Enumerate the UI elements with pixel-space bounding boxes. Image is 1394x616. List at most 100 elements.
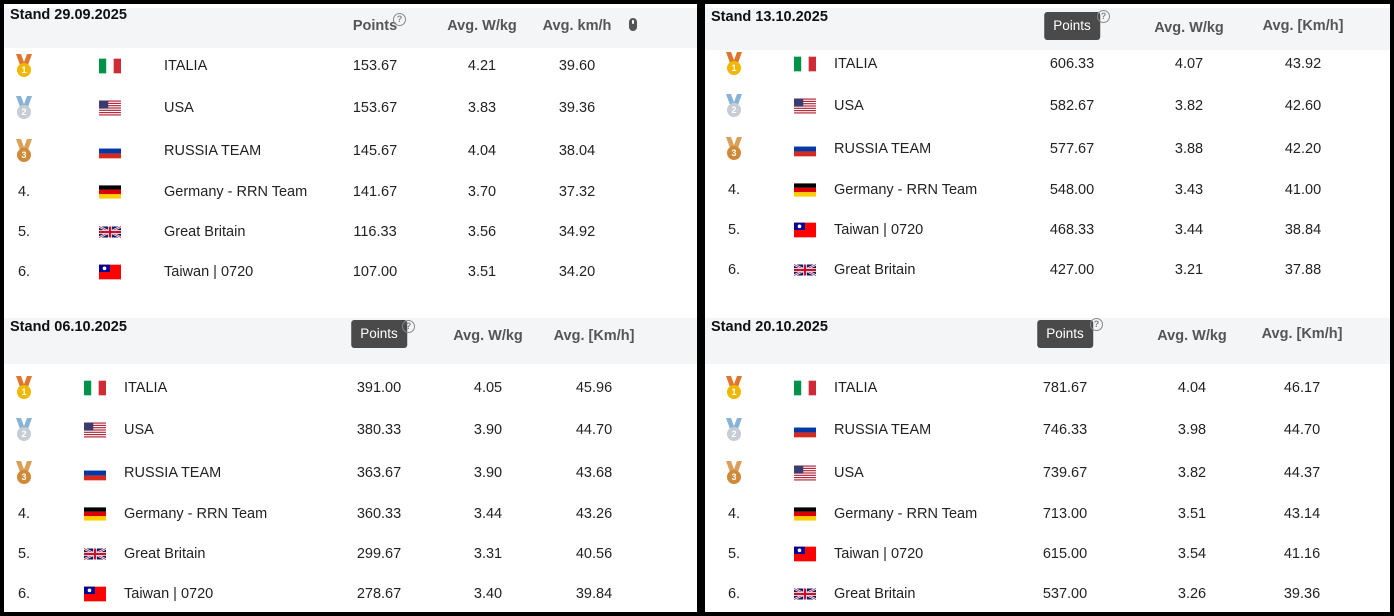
ru-flag-icon bbox=[84, 465, 106, 481]
table-row[interactable]: 3 USA 739.67 3.82 44.37 bbox=[705, 459, 1390, 487]
table-row[interactable]: 2 USA 582.67 3.82 42.60 bbox=[705, 92, 1390, 120]
table-row[interactable]: 4. Germany - RRN Team 360.33 3.44 43.26 bbox=[4, 500, 697, 528]
avg-wkg-column-header[interactable]: Avg. W/kg bbox=[1154, 20, 1224, 36]
standings-table: Stand 13.10.2025 Points? Avg. W/kg Avg. [Km… bbox=[705, 4, 1390, 304]
table-row[interactable]: 3 RUSSIA TEAM 577.67 3.88 42.20 bbox=[705, 135, 1390, 163]
help-icon[interactable]: ? bbox=[1090, 318, 1103, 331]
table-row[interactable]: 6. Taiwan | 0720 107.00 3.51 34.20 bbox=[4, 258, 697, 286]
team-name: RUSSIA TEAM bbox=[164, 143, 262, 159]
avg-wkg-column-header[interactable]: Avg. W/kg bbox=[1157, 328, 1227, 344]
avg-speed-column-header[interactable]: Avg. km/h bbox=[542, 18, 612, 34]
avg-speed-value: 44.70 bbox=[1283, 422, 1321, 438]
gb-flag-icon bbox=[84, 547, 106, 562]
bronze-medal-icon: 3 bbox=[727, 137, 741, 161]
rank-label: 6. bbox=[727, 262, 741, 278]
team-name: Great Britain bbox=[834, 262, 916, 278]
table-row[interactable]: 4. Germany - RRN Team 713.00 3.51 43.14 bbox=[705, 500, 1390, 528]
avg-wkg-value: 3.83 bbox=[467, 100, 497, 116]
bronze-medal-icon: 3 bbox=[17, 139, 31, 163]
avg-wkg-column-header[interactable]: Avg. W/kg bbox=[453, 328, 523, 344]
avg-wkg-value: 4.21 bbox=[467, 58, 497, 74]
table-row[interactable]: 5. Taiwan | 0720 615.00 3.54 41.16 bbox=[705, 540, 1390, 568]
us-flag-icon bbox=[794, 98, 816, 114]
avg-speed-value: 37.88 bbox=[1284, 262, 1322, 278]
table-row[interactable]: 2 RUSSIA TEAM 746.33 3.98 44.70 bbox=[705, 416, 1390, 444]
table-row[interactable]: 6. Great Britain 537.00 3.26 39.36 bbox=[705, 580, 1390, 608]
stand-title: Stand 29.09.2025 bbox=[10, 7, 127, 23]
tw-flag-icon bbox=[99, 264, 121, 280]
avg-speed-value: 38.04 bbox=[558, 143, 596, 159]
avg-speed-column-header[interactable]: Avg. [Km/h] bbox=[553, 328, 635, 344]
points-value: 380.33 bbox=[356, 422, 402, 438]
avg-wkg-value: 4.07 bbox=[1174, 56, 1204, 72]
table-row[interactable]: 1 ITALIA 781.67 4.04 46.17 bbox=[705, 374, 1390, 402]
table-row[interactable]: 5. Taiwan | 0720 468.33 3.44 38.84 bbox=[705, 216, 1390, 244]
avg-wkg-value: 3.43 bbox=[1174, 182, 1204, 198]
avg-wkg-value: 3.44 bbox=[473, 506, 503, 522]
tw-flag-icon bbox=[84, 586, 106, 602]
table-header bbox=[4, 318, 697, 364]
points-column-header[interactable]: Points bbox=[352, 18, 398, 34]
avg-wkg-value: 3.70 bbox=[467, 184, 497, 200]
points-value: 606.33 bbox=[1049, 56, 1095, 72]
team-name: Great Britain bbox=[164, 224, 246, 240]
table-row[interactable]: 2 USA 380.33 3.90 44.70 bbox=[4, 416, 697, 444]
gold-medal-icon: 1 bbox=[17, 54, 31, 78]
avg-wkg-value: 3.82 bbox=[1177, 465, 1207, 481]
help-icon[interactable]: ? bbox=[402, 320, 415, 333]
points-value: 391.00 bbox=[356, 380, 402, 396]
points-sort-button[interactable]: Points bbox=[1044, 12, 1100, 40]
avg-speed-value: 43.14 bbox=[1283, 506, 1321, 522]
avg-speed-column-header[interactable]: Avg. [Km/h] bbox=[1262, 18, 1344, 34]
table-row[interactable]: 2 USA 153.67 3.83 39.36 bbox=[4, 94, 697, 122]
silver-medal-icon: 2 bbox=[17, 96, 31, 120]
table-row[interactable]: 4. Germany - RRN Team 548.00 3.43 41.00 bbox=[705, 176, 1390, 204]
silver-medal-icon: 2 bbox=[727, 94, 741, 118]
avg-speed-value: 43.26 bbox=[575, 506, 613, 522]
rank-label: 4. bbox=[17, 184, 31, 200]
avg-speed-value: 44.37 bbox=[1283, 465, 1321, 481]
table-row[interactable]: 5. Great Britain 116.33 3.56 34.92 bbox=[4, 218, 697, 246]
avg-speed-value: 41.00 bbox=[1284, 182, 1322, 198]
avg-speed-value: 39.84 bbox=[575, 586, 613, 602]
avg-wkg-value: 3.98 bbox=[1177, 422, 1207, 438]
table-row[interactable]: 6. Taiwan | 0720 278.67 3.40 39.84 bbox=[4, 580, 697, 608]
table-row[interactable]: 5. Great Britain 299.67 3.31 40.56 bbox=[4, 540, 697, 568]
avg-speed-column-header[interactable]: Avg. [Km/h] bbox=[1261, 326, 1343, 342]
team-name: ITALIA bbox=[124, 380, 168, 396]
avg-speed-value: 34.20 bbox=[558, 264, 596, 280]
de-flag-icon bbox=[794, 507, 816, 522]
ru-flag-icon bbox=[794, 422, 816, 438]
avg-wkg-value: 3.31 bbox=[473, 546, 503, 562]
points-value: 145.67 bbox=[352, 143, 398, 159]
avg-wkg-column-header[interactable]: Avg. W/kg bbox=[447, 18, 517, 34]
table-row[interactable]: 4. Germany - RRN Team 141.67 3.70 37.32 bbox=[4, 178, 697, 206]
avg-speed-value: 39.60 bbox=[558, 58, 596, 74]
points-value: 363.67 bbox=[356, 465, 402, 481]
table-row[interactable]: 1 ITALIA 153.67 4.21 39.60 bbox=[4, 52, 697, 80]
points-sort-button[interactable]: Points bbox=[1037, 320, 1093, 348]
avg-wkg-value: 3.88 bbox=[1174, 141, 1204, 157]
table-row[interactable]: 6. Great Britain 427.00 3.21 37.88 bbox=[705, 256, 1390, 284]
team-name: USA bbox=[164, 100, 194, 116]
team-name: Taiwan | 0720 bbox=[834, 222, 924, 238]
scroll-wheel-icon bbox=[629, 18, 637, 31]
table-row[interactable]: 1 ITALIA 606.33 4.07 43.92 bbox=[705, 50, 1390, 78]
stand-title: Stand 20.10.2025 bbox=[711, 319, 828, 335]
bronze-medal-icon: 3 bbox=[727, 461, 741, 485]
table-row[interactable]: 1 ITALIA 391.00 4.05 45.96 bbox=[4, 374, 697, 402]
stand-title: Stand 06.10.2025 bbox=[10, 319, 127, 335]
help-icon[interactable]: ? bbox=[393, 13, 406, 26]
rank-label: 6. bbox=[17, 264, 31, 280]
team-name: USA bbox=[124, 422, 154, 438]
points-value: 141.67 bbox=[352, 184, 398, 200]
points-value: 537.00 bbox=[1042, 586, 1088, 602]
points-sort-button[interactable]: Points bbox=[351, 320, 407, 348]
it-flag-icon bbox=[84, 380, 106, 396]
table-row[interactable]: 3 RUSSIA TEAM 145.67 4.04 38.04 bbox=[4, 137, 697, 165]
points-value: 153.67 bbox=[352, 58, 398, 74]
table-row[interactable]: 3 RUSSIA TEAM 363.67 3.90 43.68 bbox=[4, 459, 697, 487]
avg-wkg-value: 3.54 bbox=[1177, 546, 1207, 562]
avg-speed-value: 40.56 bbox=[575, 546, 613, 562]
help-icon[interactable]: ? bbox=[1097, 10, 1110, 23]
